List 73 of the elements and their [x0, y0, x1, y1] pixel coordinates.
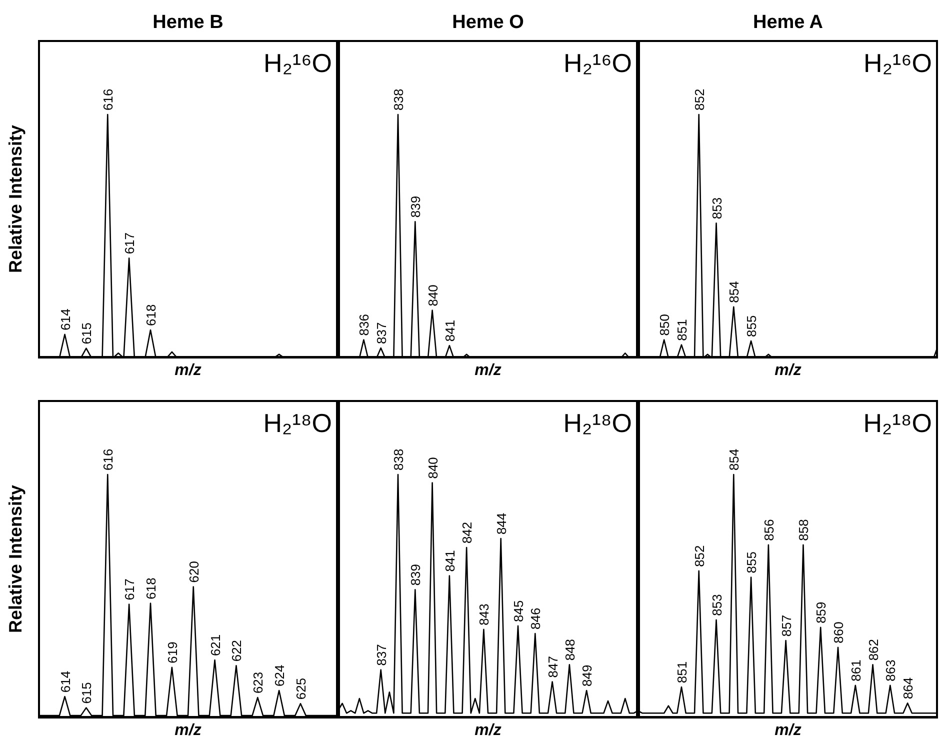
annotation: 617: [122, 578, 138, 600]
annotation: 841: [442, 320, 458, 342]
annotation: 841: [442, 550, 458, 572]
annotation: 854: [726, 281, 742, 303]
chart-title: Heme O: [451, 12, 525, 34]
text: H₂¹⁸O: [562, 408, 632, 438]
annotation: 622: [229, 640, 244, 662]
annotation: 836: [356, 314, 372, 336]
annotation: 856: [761, 519, 776, 541]
annotation: 614: [58, 308, 73, 330]
annotation: 839: [408, 196, 424, 218]
x-axis-title: m/z: [174, 722, 202, 740]
chart-title: Heme B: [152, 12, 224, 34]
x-axis-title: m/z: [474, 722, 502, 740]
annotation: 855: [744, 315, 760, 337]
y-axis-title: Relative Intensity: [6, 124, 26, 274]
annotation: 618: [144, 304, 158, 326]
annotation: 848: [562, 638, 578, 661]
annotation: 615: [79, 682, 94, 704]
annotation: 852: [692, 545, 707, 567]
annotation: 840: [425, 284, 440, 306]
annotation: 847: [545, 656, 560, 678]
text: H₂¹⁶O: [562, 48, 632, 78]
annotation: 860: [831, 622, 846, 644]
annotation: 858: [796, 519, 812, 541]
annotation: 616: [100, 448, 116, 471]
annotation: 851: [674, 661, 690, 684]
annotation: 837: [374, 322, 389, 344]
annotation: 617: [122, 232, 138, 254]
annotation: 850: [657, 314, 672, 336]
annotation: 840: [425, 457, 440, 479]
annotation: 845: [511, 600, 526, 622]
text: H₂¹⁸O: [862, 408, 932, 438]
annotation: 615: [79, 322, 94, 344]
x-axis-title: m/z: [774, 722, 802, 740]
annotation: 854: [726, 448, 742, 471]
text: H₂¹⁶O: [262, 48, 332, 78]
annotation: 851: [674, 319, 690, 341]
annotation: 623: [250, 672, 266, 694]
annotation: 625: [294, 678, 308, 700]
text: H₂¹⁸O: [262, 408, 332, 438]
annotation: 853: [709, 197, 724, 220]
annotation: 838: [391, 448, 406, 471]
annotation: 842: [460, 522, 475, 544]
x-axis-title: m/z: [174, 362, 202, 380]
annotation: 855: [744, 552, 760, 574]
annotation: 859: [814, 602, 829, 624]
annotation: 844: [494, 512, 509, 535]
annotation: 861: [848, 660, 864, 682]
annotation: 846: [528, 608, 544, 630]
annotation: 614: [58, 670, 73, 693]
annotation: 863: [883, 660, 898, 682]
annotation: 849: [580, 664, 595, 686]
annotation: 616: [100, 88, 116, 111]
annotation: 620: [186, 561, 202, 583]
annotation: 838: [391, 88, 406, 111]
annotation: 843: [476, 604, 492, 626]
x-axis-title: m/z: [774, 362, 802, 380]
annotation: 864: [900, 677, 916, 700]
annotation: 839: [408, 564, 424, 586]
y-axis-title: Relative Intensity: [6, 484, 26, 634]
x-axis-title: m/z: [474, 362, 502, 380]
annotation: 618: [144, 578, 158, 600]
annotation: 621: [208, 634, 223, 656]
annotation: 619: [164, 642, 180, 664]
annotation: 837: [374, 644, 389, 666]
annotation: 624: [272, 664, 288, 686]
annotation: 862: [866, 638, 881, 661]
annotation: 853: [709, 594, 724, 616]
text: H₂¹⁶O: [862, 48, 932, 78]
chart-title: Heme A: [752, 12, 824, 34]
annotation: 857: [778, 614, 794, 637]
annotation: 852: [692, 88, 707, 111]
